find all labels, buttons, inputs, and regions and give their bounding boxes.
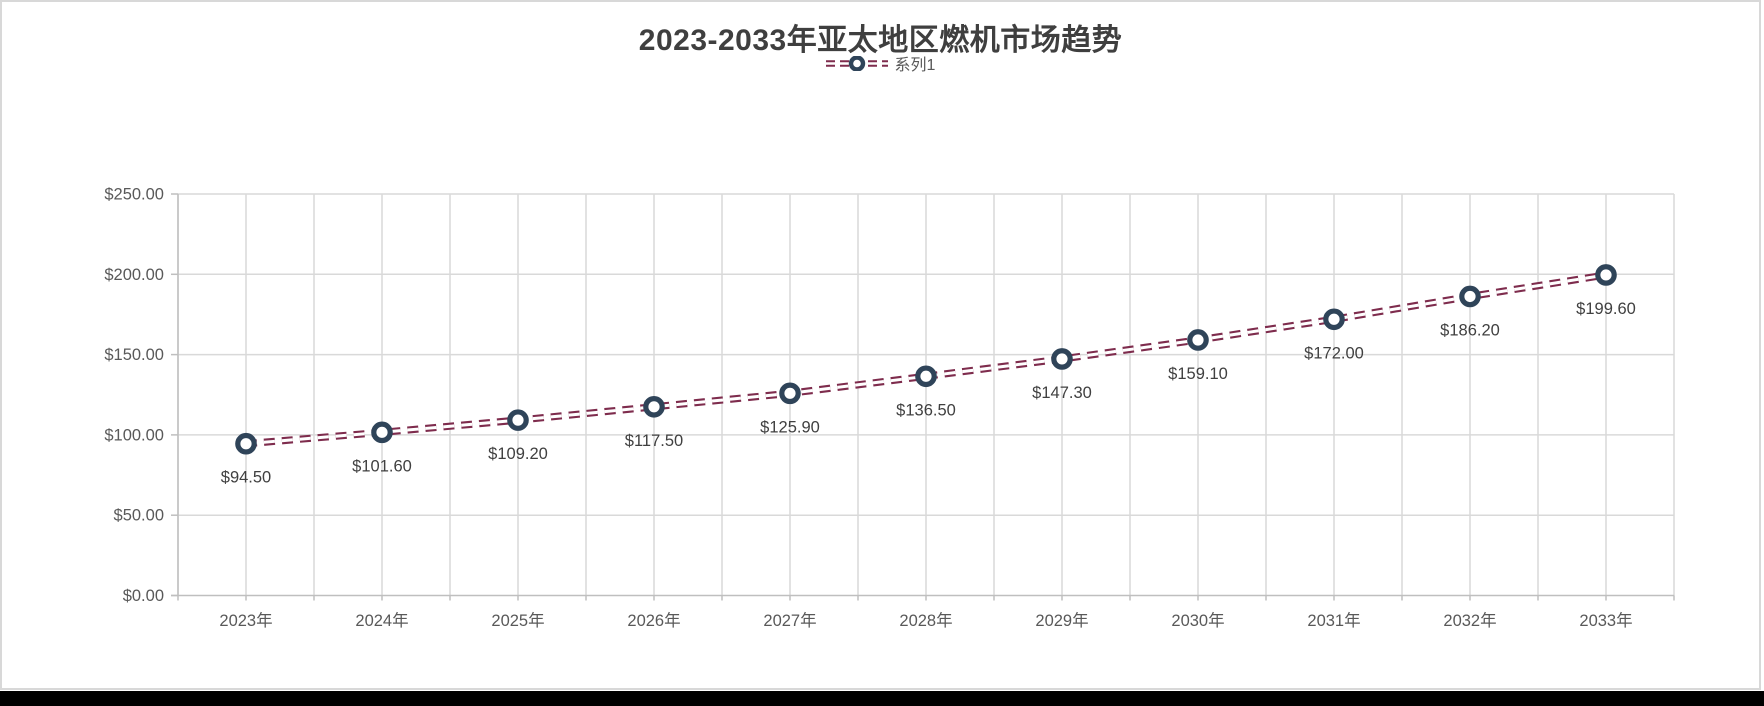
x-axis-category-label: 2032年 — [1443, 611, 1496, 630]
x-axis-category-label: 2026年 — [627, 611, 680, 630]
data-point-label: $147.30 — [1032, 384, 1092, 402]
x-axis-category-label: 2031年 — [1307, 611, 1360, 630]
data-point-marker — [1187, 329, 1209, 351]
plot-area: $0.00 $50.00 $100.00 $150.00 $200.00 $250.00 2… — [104, 186, 1675, 630]
x-axis-category-label: 2027年 — [763, 611, 816, 630]
x-axis-category-label: 2023年 — [219, 611, 272, 630]
legend-marker-sample — [848, 55, 865, 71]
x-axis-category-label: 2028年 — [899, 611, 952, 630]
data-point-marker — [779, 382, 801, 405]
x-axis-category-label: 2024年 — [355, 611, 408, 630]
data-point-marker — [1459, 285, 1481, 308]
series-line-sample-icon — [825, 55, 888, 71]
series-line-core — [245, 273, 1607, 446]
x-axis-category-label: 2033年 — [1579, 611, 1632, 630]
chart-title: 2023-2033年亚太地区燃机市场趋势 — [638, 24, 1123, 57]
data-point-label: $186.20 — [1440, 321, 1500, 339]
y-axis-tick-label: $250.00 — [104, 186, 164, 204]
data-point-label: $159.10 — [1168, 365, 1228, 383]
data-point-label: $101.60 — [352, 457, 412, 475]
x-axis-category-label: 2030年 — [1171, 611, 1224, 630]
data-point-marker — [1051, 348, 1073, 370]
data-point-marker — [1323, 308, 1345, 331]
data-point-label: $172.00 — [1304, 344, 1364, 362]
y-axis-tick-label: $200.00 — [104, 266, 164, 284]
x-axis-category-label: 2029年 — [1035, 611, 1088, 630]
data-point-marker — [371, 421, 393, 444]
y-axis-tick-label: $50.00 — [114, 507, 164, 525]
data-point-marker — [915, 365, 937, 388]
legend-series-label: 系列1 — [894, 57, 936, 74]
data-point-label: $117.50 — [625, 432, 683, 450]
data-point-label: $136.50 — [896, 401, 956, 419]
data-point-label: $125.90 — [760, 418, 820, 436]
data-point-label: $109.20 — [488, 445, 548, 463]
data-point-marker — [643, 395, 665, 418]
data-point-marker — [235, 432, 257, 455]
data-point-marker — [507, 409, 529, 431]
legend: 系列1 — [2, 51, 1759, 75]
y-axis-tick-label: $0.00 — [123, 587, 164, 605]
y-axis-tick-label: $100.00 — [104, 426, 164, 444]
data-point-label: $199.60 — [1576, 300, 1636, 318]
chart-frame: 2023-2033年亚太地区燃机市场趋势 系列1 $0.00 $50.00 $100… — [0, 0, 1761, 690]
data-point-label: $94.50 — [221, 469, 271, 487]
data-point-marker — [1595, 264, 1617, 286]
y-axis-tick-label: $150.00 — [104, 346, 164, 364]
bottom-black-bar — [0, 691, 1764, 706]
x-axis-category-label: 2025年 — [491, 611, 544, 630]
